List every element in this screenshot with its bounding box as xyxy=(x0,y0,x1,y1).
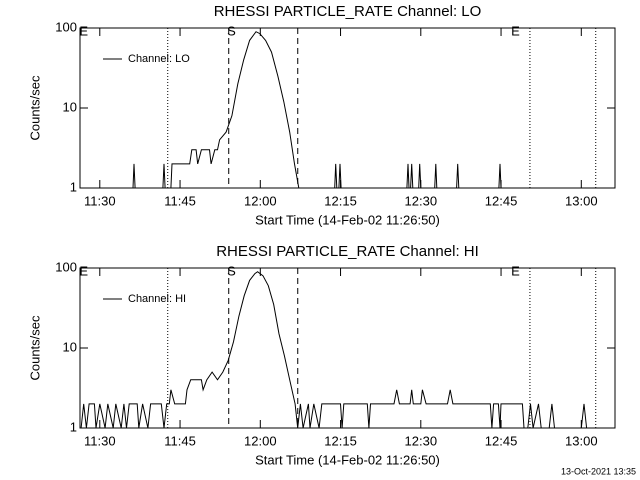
x-axis-label: Start Time (14-Feb-02 11:26:50) xyxy=(255,452,440,467)
event-marker: S xyxy=(227,263,236,278)
data-line xyxy=(80,271,615,429)
x-tick-label: 12:00 xyxy=(244,433,277,448)
event-marker: E xyxy=(511,263,520,278)
x-tick-label: 12:45 xyxy=(485,193,518,208)
legend-label: Channel: HI xyxy=(128,293,186,305)
x-tick-label: 12:15 xyxy=(324,433,357,448)
x-tick-label: 12:45 xyxy=(485,433,518,448)
chart-title: RHESSI PARTICLE_RATE Channel: HI xyxy=(216,243,479,260)
y-tick-label: 100 xyxy=(55,19,77,34)
x-tick-label: 11:45 xyxy=(164,433,196,448)
x-tick-label: 12:15 xyxy=(324,193,357,208)
event-marker: E xyxy=(79,23,88,38)
y-tick-label: 10 xyxy=(63,99,77,114)
event-marker: E xyxy=(511,23,520,38)
y-tick-label: 10 xyxy=(63,339,77,354)
event-marker: E xyxy=(79,263,88,278)
x-tick-label: 13:00 xyxy=(565,193,598,208)
x-tick-label: 13:00 xyxy=(565,433,598,448)
event-marker: S xyxy=(227,23,236,38)
data-line xyxy=(81,31,615,189)
legend-label: Channel: LO xyxy=(128,53,190,65)
y-tick-label: 1 xyxy=(70,419,77,434)
y-tick-label: 1 xyxy=(70,179,77,194)
x-tick-label: 12:00 xyxy=(244,193,277,208)
x-axis-label: Start Time (14-Feb-02 11:26:50) xyxy=(255,212,440,227)
y-axis-label: Counts/sec xyxy=(27,75,42,141)
y-tick-label: 100 xyxy=(55,259,77,274)
x-tick-label: 12:30 xyxy=(405,193,438,208)
x-tick-label: 12:30 xyxy=(405,433,438,448)
footer: 13-Oct-2021 13:35 xyxy=(561,466,636,476)
y-axis-label: Counts/sec xyxy=(27,315,42,381)
x-tick-label: 11:30 xyxy=(84,193,116,208)
x-tick-label: 11:30 xyxy=(84,433,116,448)
chart-title: RHESSI PARTICLE_RATE Channel: LO xyxy=(214,3,482,20)
x-tick-label: 11:45 xyxy=(164,193,196,208)
